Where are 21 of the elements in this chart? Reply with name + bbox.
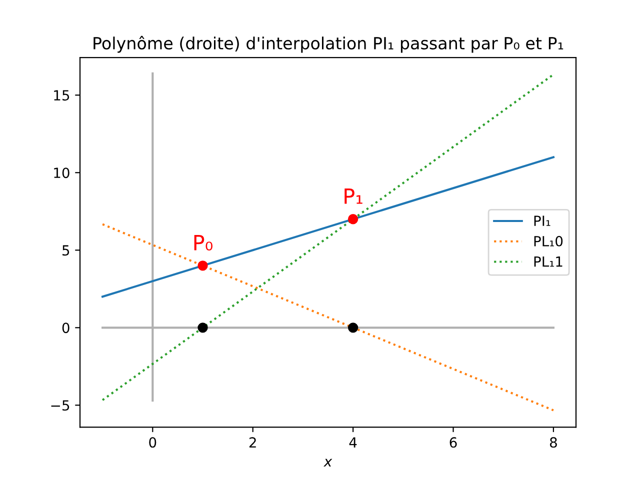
y-tick-label: 5 bbox=[62, 245, 70, 256]
y-tick-label: 10 bbox=[54, 168, 70, 178]
annotation: P₀ bbox=[194, 235, 212, 250]
y-tick-label: −5 bbox=[51, 400, 70, 411]
legend-label: PI₁ bbox=[534, 216, 550, 226]
legend-label: PL₁0 bbox=[534, 236, 563, 246]
chart-title: Polynôme (droite) d'interpolation PI₁ passant par P₀ et P₁ bbox=[94, 36, 564, 53]
annotation: P₁ bbox=[344, 188, 362, 204]
y-tick-label: 0 bbox=[62, 322, 70, 334]
point bbox=[348, 214, 358, 224]
y-tick-label: 15 bbox=[54, 90, 70, 101]
point bbox=[348, 322, 358, 333]
point bbox=[198, 260, 208, 271]
legend-label: PL₁1 bbox=[534, 256, 562, 267]
x-tick-label: 8 bbox=[550, 437, 557, 448]
x-tick-label: 6 bbox=[450, 437, 457, 448]
x-tick-label: 0 bbox=[149, 437, 156, 448]
x-tick-label: 4 bbox=[349, 437, 357, 448]
point bbox=[198, 322, 208, 333]
x-axis-title: x bbox=[324, 458, 332, 466]
x-tick-label: 2 bbox=[249, 437, 256, 448]
